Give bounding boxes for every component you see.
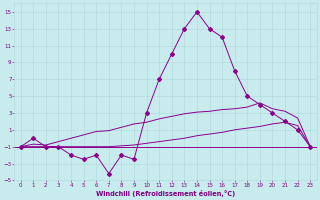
X-axis label: Windchill (Refroidissement éolien,°C): Windchill (Refroidissement éolien,°C)	[96, 190, 235, 197]
